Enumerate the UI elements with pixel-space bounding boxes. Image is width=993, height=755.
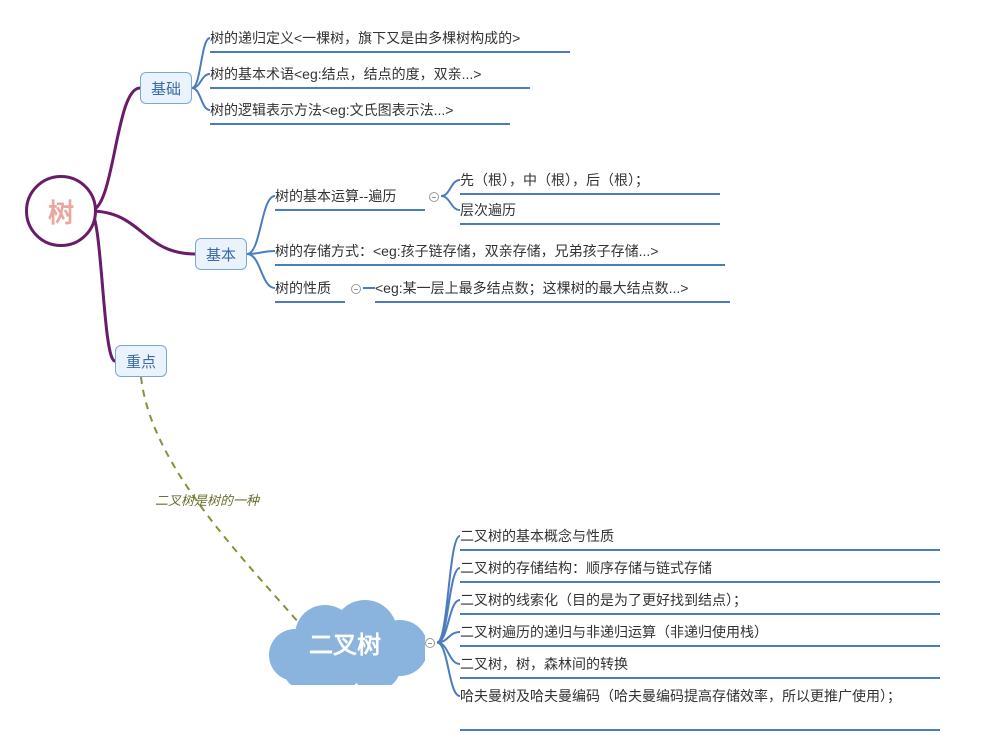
- leaf-basics-0[interactable]: 树的递归定义<一棵树，旗下又是由多棵树构成的>: [210, 28, 570, 53]
- leaf-basics-2[interactable]: 树的逻辑表示方法<eg:文氏图表示法...>: [210, 100, 510, 125]
- leaf-binary-4[interactable]: 二叉树，树，森林间的转换: [460, 654, 940, 679]
- node-focus-label: 重点: [126, 351, 156, 372]
- node-basics[interactable]: 基础: [140, 72, 192, 104]
- leaf-ops-0-child-1[interactable]: 层次遍历: [460, 200, 720, 225]
- leaf-ops-2[interactable]: 树的性质: [275, 278, 345, 303]
- leaf-ops-0-child-0[interactable]: 先（根），中（根），后（根）；: [460, 170, 720, 195]
- node-basic-ops[interactable]: 基本: [195, 238, 247, 270]
- collapse-toggle-ops-0[interactable]: [429, 192, 439, 202]
- root-label: 树: [48, 193, 74, 230]
- leaf-binary-5[interactable]: 哈夫曼树及哈夫曼编码（哈夫曼编码提高存储效率，所以更推广使用）；: [460, 686, 940, 731]
- leaf-basics-1[interactable]: 树的基本术语<eg:结点，结点的度，双亲...>: [210, 64, 530, 89]
- node-basics-label: 基础: [151, 78, 181, 99]
- cloud-binary-tree[interactable]: 二叉树: [265, 600, 425, 685]
- leaf-ops-0[interactable]: 树的基本运算--遍历: [275, 186, 425, 211]
- leaf-binary-0[interactable]: 二叉树的基本概念与性质: [460, 526, 940, 551]
- node-focus[interactable]: 重点: [115, 345, 167, 377]
- root-node[interactable]: 树: [25, 175, 97, 247]
- leaf-binary-1[interactable]: 二叉树的存储结构：顺序存储与链式存储: [460, 558, 940, 583]
- leaf-ops-1[interactable]: 树的存储方式：<eg:孩子链存储，双亲存储，兄弟孩子存储...>: [275, 241, 725, 266]
- collapse-toggle-ops-note[interactable]: [351, 284, 361, 294]
- cloud-label: 二叉树: [309, 625, 381, 660]
- edge-label-binary: 二叉树是树的一种: [155, 490, 259, 509]
- leaf-binary-3[interactable]: 二叉树遍历的递归与非递归运算（非递归使用栈）: [460, 622, 940, 647]
- leaf-ops-2-note[interactable]: <eg:某一层上最多结点数；这棵树的最大结点数...>: [375, 278, 730, 303]
- node-basic-ops-label: 基本: [206, 244, 236, 265]
- leaf-binary-2[interactable]: 二叉树的线索化（目的是为了更好找到结点）；: [460, 590, 940, 615]
- collapse-toggle-binary[interactable]: [425, 638, 435, 648]
